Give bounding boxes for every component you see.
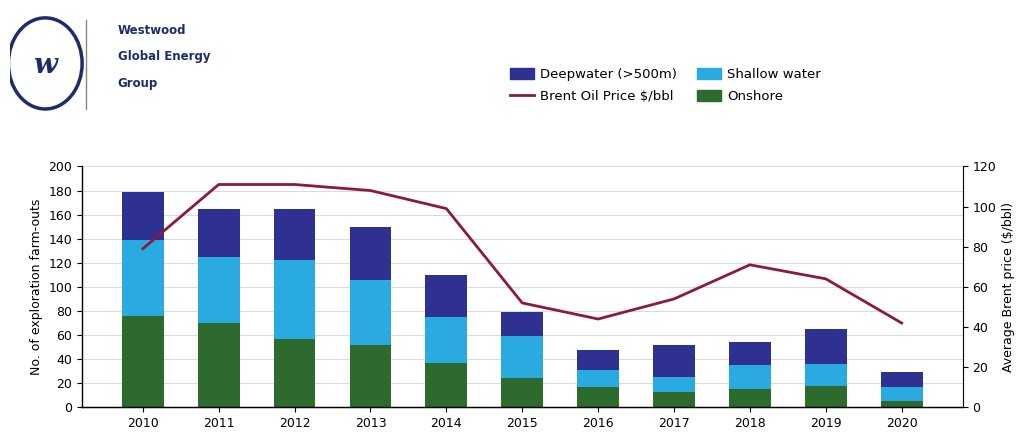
Bar — [122, 240, 164, 316]
Bar — [881, 401, 923, 407]
Bar — [349, 226, 391, 279]
Text: Westwood: Westwood — [118, 24, 186, 37]
Bar — [198, 257, 240, 323]
Bar — [578, 387, 618, 407]
Bar — [273, 208, 315, 260]
Bar — [349, 279, 391, 345]
Bar — [273, 260, 315, 339]
Bar — [653, 377, 695, 392]
Bar — [578, 350, 618, 370]
Bar — [198, 208, 240, 257]
Bar — [502, 336, 543, 378]
Bar — [273, 339, 315, 407]
Bar — [426, 275, 467, 317]
Bar — [881, 387, 923, 401]
Bar — [122, 192, 164, 240]
Bar — [122, 316, 164, 407]
Bar — [729, 343, 771, 365]
Bar — [729, 365, 771, 389]
Y-axis label: No. of exploration farm-outs: No. of exploration farm-outs — [30, 199, 43, 375]
Y-axis label: Average Brent price ($/bbl): Average Brent price ($/bbl) — [1001, 202, 1015, 372]
Bar — [502, 378, 543, 407]
Bar — [729, 389, 771, 407]
Bar — [426, 317, 467, 363]
Bar — [881, 372, 923, 387]
Legend: Deepwater (>500m), Brent Oil Price $/bbl, Shallow water, Onshore: Deepwater (>500m), Brent Oil Price $/bbl… — [510, 68, 821, 103]
Bar — [653, 345, 695, 377]
Text: w: w — [34, 52, 57, 79]
Bar — [198, 323, 240, 407]
Bar — [805, 329, 847, 364]
Bar — [805, 364, 847, 385]
Bar — [349, 345, 391, 407]
Text: Global Energy: Global Energy — [118, 50, 210, 64]
Text: Group: Group — [118, 77, 158, 90]
Bar — [578, 370, 618, 387]
Bar — [805, 385, 847, 407]
Bar — [426, 363, 467, 407]
Bar — [653, 392, 695, 407]
Bar — [502, 312, 543, 336]
